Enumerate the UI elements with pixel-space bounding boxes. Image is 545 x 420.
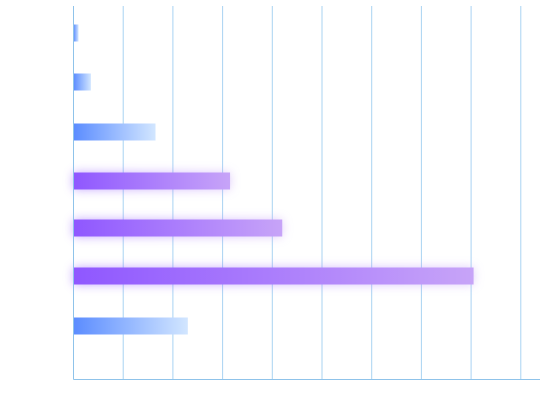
- bar-1: [73, 24, 79, 42]
- bar-6: [73, 267, 474, 285]
- axis-layer: [73, 6, 540, 380]
- bar-layer: [73, 24, 474, 335]
- bar-7: [73, 317, 188, 335]
- bar-5: [73, 219, 283, 237]
- bar-2: [73, 73, 91, 91]
- grid-layer: [122, 6, 522, 380]
- bar-3: [73, 123, 156, 141]
- bar-4: [73, 172, 231, 190]
